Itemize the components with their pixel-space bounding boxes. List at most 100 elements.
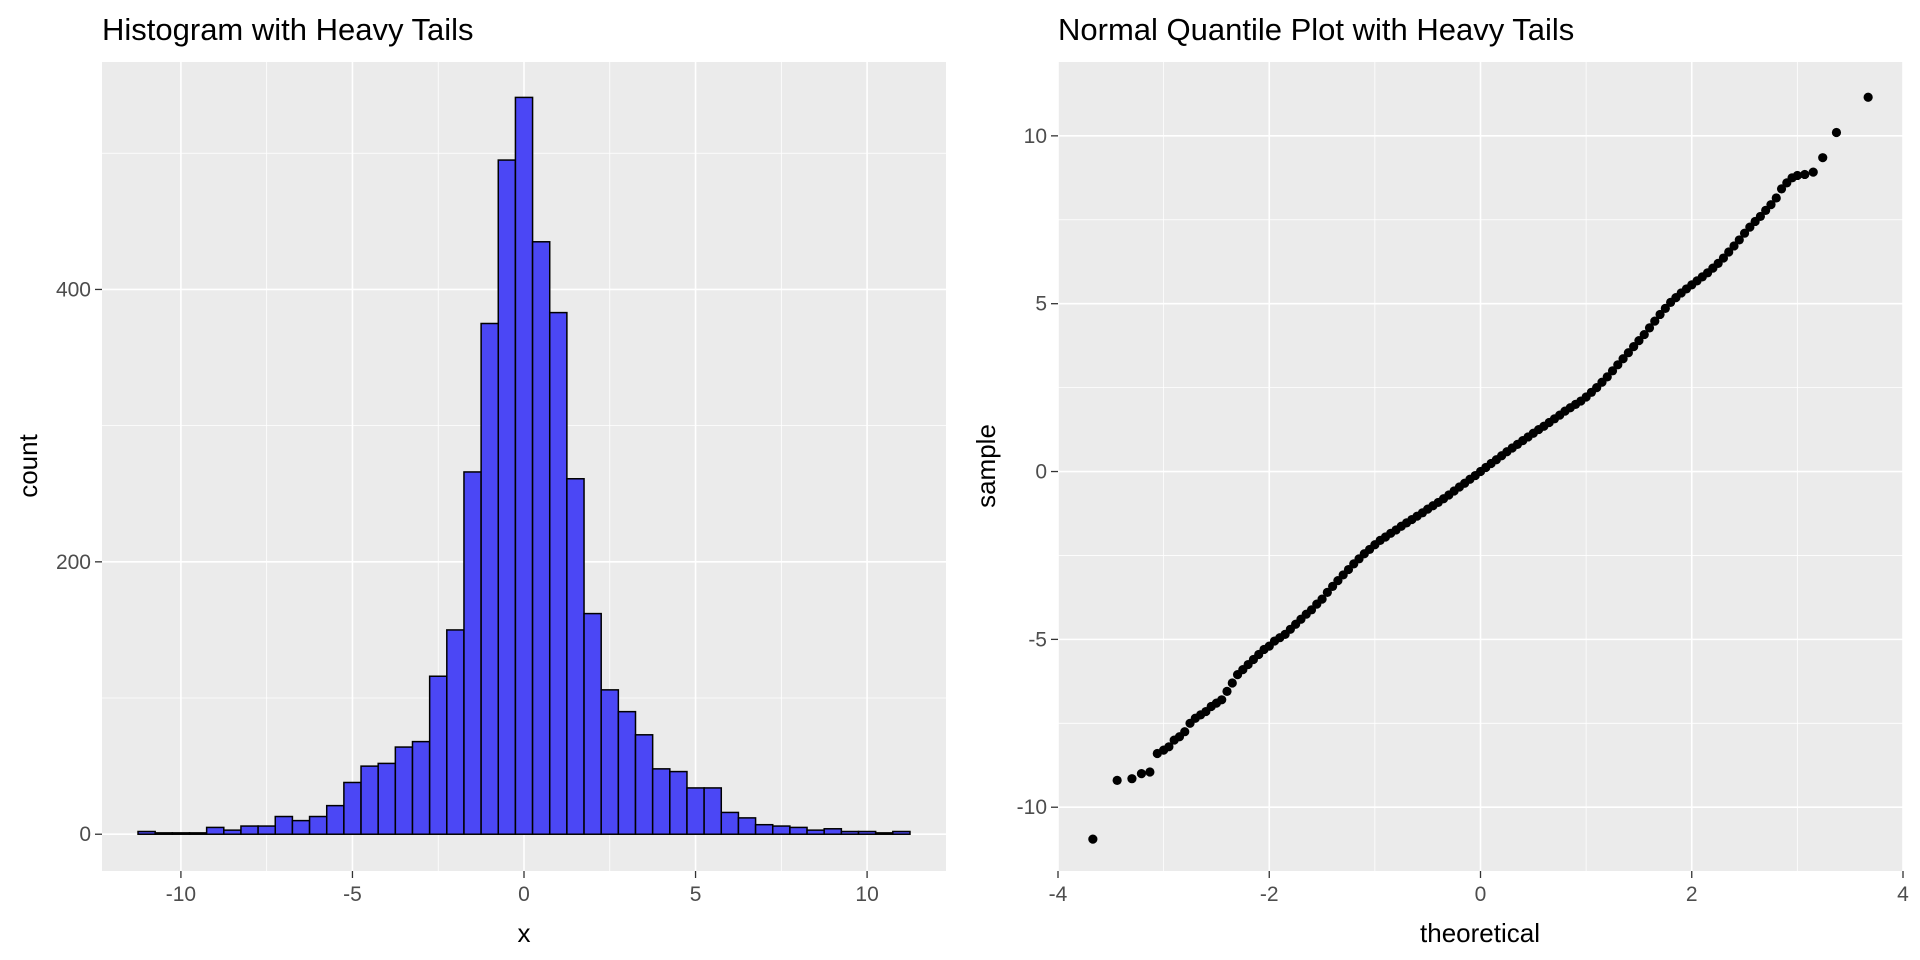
qq-plot-grid (1057, 62, 1904, 871)
histogram-bar (703, 787, 723, 835)
qq-plot-point (1634, 336, 1644, 346)
qq-plot-point (1766, 200, 1776, 210)
qq-plot-y-tick-label: 10 (1024, 125, 1047, 148)
qq-plot-x-tick-label: -4 (1049, 883, 1068, 906)
qq-plot-point (1227, 678, 1237, 688)
histogram-y-tick-label: 0 (79, 823, 91, 846)
qq-plot-y-tick-label: -5 (1028, 628, 1047, 651)
histogram-bar (617, 710, 637, 835)
histogram-bar (583, 612, 602, 835)
qq-plot-y-tick-label: 5 (1035, 293, 1047, 316)
histogram-bar (634, 734, 654, 835)
histogram-bar (291, 819, 311, 835)
qq-plot-point (1655, 309, 1665, 320)
qq-plot-point (1739, 228, 1750, 238)
qq-plot-y-ticks: -10 -5 0 5 10 (1017, 125, 1058, 819)
histogram-bar (308, 815, 328, 835)
histogram-bar (223, 829, 242, 835)
qq-plot-y-label: sample (971, 424, 1001, 508)
histogram-bar (497, 159, 517, 835)
qq-plot-point (1644, 323, 1655, 333)
histogram-bar (377, 762, 397, 835)
histogram-bar (205, 826, 225, 835)
qq-plot-point (1602, 372, 1612, 382)
histogram-y-tick-label: 400 (56, 278, 91, 301)
histogram-bars (137, 96, 911, 835)
qq-plot-point (1180, 727, 1190, 737)
histogram-bar (531, 241, 551, 835)
qq-plot-point (1164, 742, 1174, 752)
qq-plot-point (1629, 342, 1639, 352)
histogram-bar (857, 830, 877, 835)
qq-plot-x-tick-label: 0 (1475, 883, 1487, 906)
qq-plot-point (1136, 769, 1147, 779)
qq-plot-point (1734, 235, 1744, 245)
histogram-bar (874, 832, 894, 835)
histogram-y-label: count (13, 433, 43, 497)
qq-plot-point (1776, 184, 1787, 194)
histogram-x-tick-label: -5 (343, 883, 362, 906)
qq-plot-x-ticks: -4 -2 0 2 4 (1049, 871, 1909, 906)
histogram-bar (394, 746, 414, 835)
qq-plot-x-tick-label: 4 (1897, 883, 1909, 906)
histogram-bar (754, 823, 774, 835)
qq-plot-point (1613, 360, 1623, 370)
histogram-x-tick-label: 0 (518, 883, 530, 906)
qq-plot-point (1222, 686, 1232, 697)
qq-plot-point (1724, 247, 1734, 257)
qq-plot-point (1650, 316, 1660, 326)
qq-plot-chart: Normal Quantile Plot with Heavy Tails -4… (971, 12, 1909, 948)
qq-plot-point (1863, 92, 1873, 102)
histogram-bar (737, 817, 757, 835)
qq-plot-title: Normal Quantile Plot with Heavy Tails (1058, 12, 1574, 47)
qq-plot-point (1718, 253, 1729, 263)
histogram-bar (789, 826, 808, 835)
qq-plot-point (1322, 587, 1332, 597)
qq-plot-point (1831, 127, 1842, 138)
qq-plot-point (1771, 193, 1781, 203)
qq-plot-y-tick-label: 0 (1035, 461, 1047, 484)
histogram-title: Histogram with Heavy Tails (102, 12, 474, 47)
qq-plot-points (1088, 92, 1873, 844)
qq-plot-point (1792, 170, 1802, 181)
histogram-bar (686, 787, 705, 835)
histogram-y-ticks: 0 200 400 (56, 278, 102, 846)
qq-plot-point (1729, 241, 1739, 251)
histogram-bar (651, 768, 671, 835)
histogram-bar (171, 832, 191, 835)
histogram-bar (566, 478, 585, 835)
qq-plot-point (1317, 594, 1327, 604)
histogram-x-tick-label: -10 (166, 883, 196, 906)
histogram-bar (892, 830, 911, 835)
qq-plot-point (1127, 774, 1137, 784)
histogram-bar (411, 740, 431, 835)
histogram-x-tick-label: 10 (855, 883, 878, 906)
qq-plot-point (1800, 169, 1810, 180)
qq-plot-x-label: theoretical (1420, 918, 1540, 948)
histogram-bar (600, 689, 620, 835)
histogram-bar (360, 765, 379, 835)
qq-plot-point (1088, 834, 1098, 844)
qq-plot-point (1639, 329, 1649, 340)
histogram-bar (325, 804, 345, 835)
histogram-bar (806, 829, 825, 835)
histogram-y-tick-label: 200 (56, 551, 91, 574)
qq-plot-point (1818, 153, 1828, 163)
histogram-x-tick-label: 5 (690, 883, 702, 906)
histogram-bar (257, 825, 277, 835)
qq-plot-x-tick-label: 2 (1686, 883, 1698, 906)
histogram-bar (514, 96, 534, 835)
histogram-x-label: x (518, 918, 531, 948)
histogram-bar (480, 322, 500, 835)
histogram-bar (446, 629, 465, 835)
qq-plot-point (1217, 695, 1227, 705)
histogram-bar (188, 832, 208, 835)
qq-plot-point (1112, 775, 1122, 785)
histogram-bar (343, 781, 362, 835)
histogram-chart: Histogram with Heavy Tails -10 -5 0 5 10 0 20… (13, 12, 946, 948)
histogram-bar (720, 811, 740, 835)
histogram-bar (840, 830, 860, 835)
histogram-bar (823, 828, 843, 835)
histogram-bar (463, 471, 482, 835)
